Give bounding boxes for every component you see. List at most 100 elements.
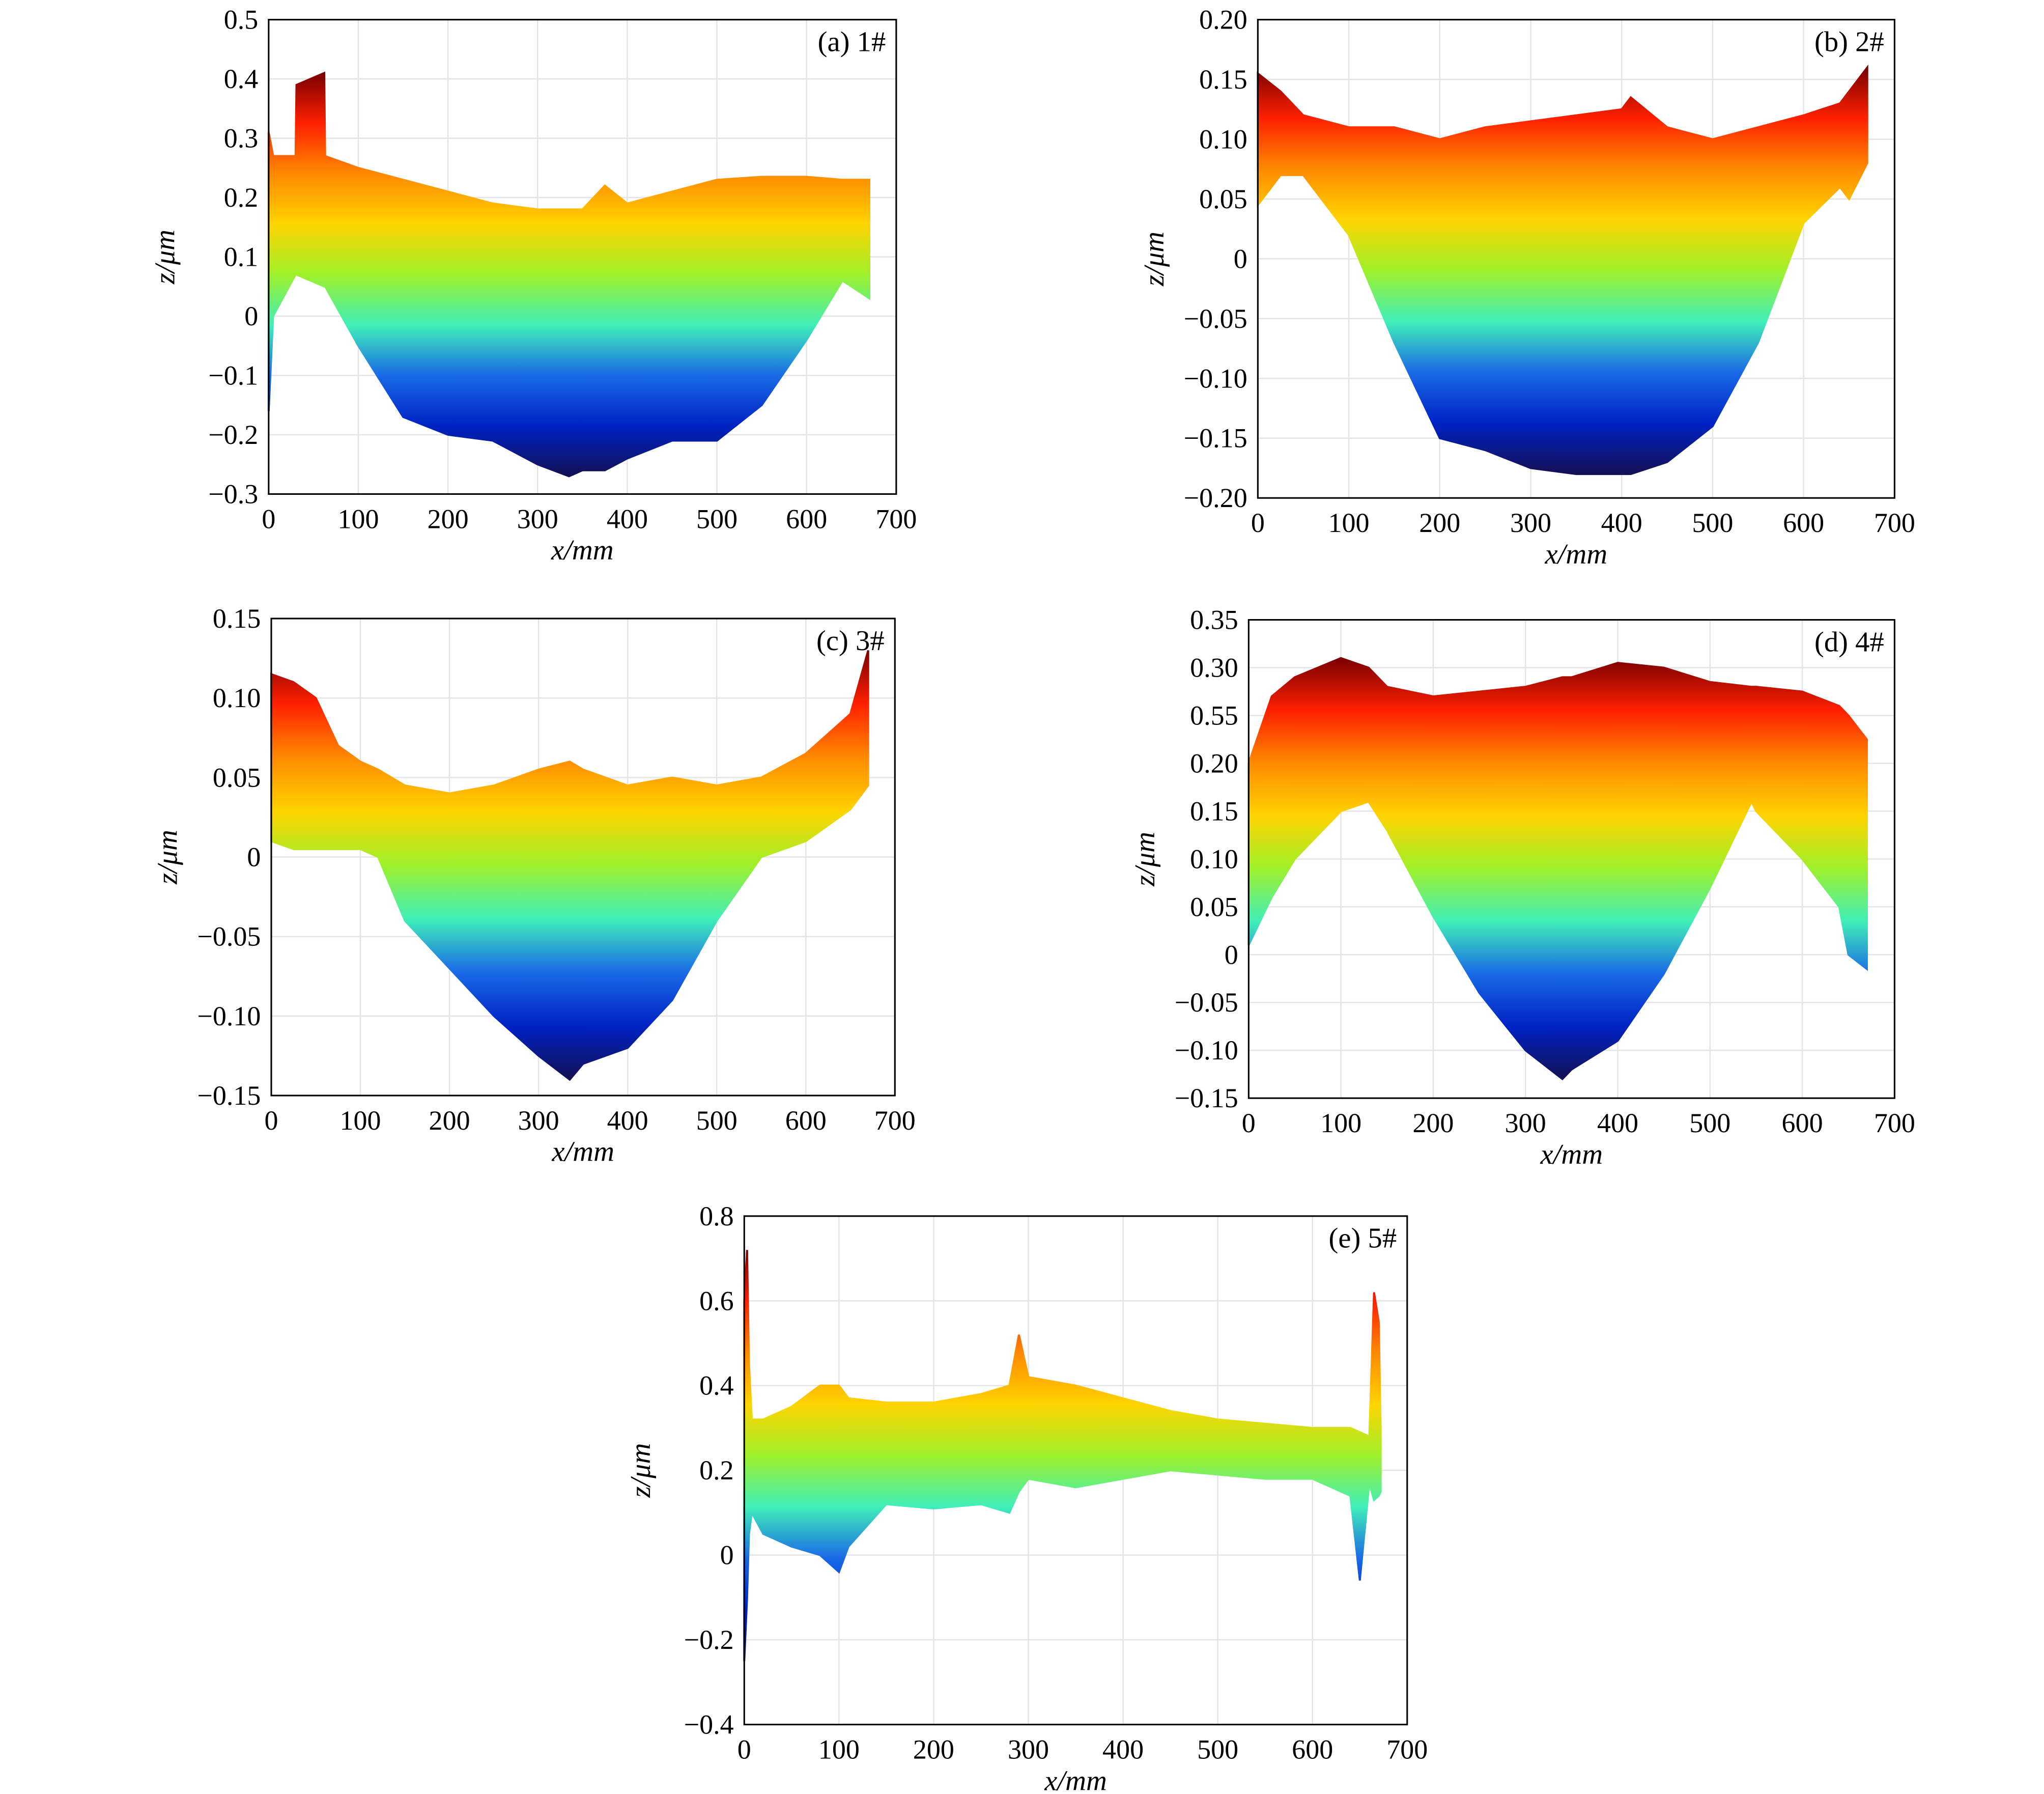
panel-annotation: (c) 3# <box>816 625 885 657</box>
y-tick-label: −0.20 <box>1184 483 1247 513</box>
y-tick-label: 0.2 <box>699 1455 734 1485</box>
x-tick-label: 500 <box>1197 1734 1238 1764</box>
y-tick-label: −0.05 <box>1184 303 1247 334</box>
x-tick-label: 700 <box>874 1105 916 1136</box>
y-tick-label: 0.05 <box>1199 184 1247 214</box>
y-tick-label: 0.30 <box>1190 653 1238 683</box>
x-tick-label: 0 <box>262 503 275 534</box>
x-tick-label: 0 <box>1251 508 1265 538</box>
x-tick-label: 500 <box>1689 1108 1730 1138</box>
x-tick-label: 300 <box>1510 508 1551 538</box>
y-tick-label: −0.10 <box>197 1001 261 1031</box>
x-tick-label: 600 <box>785 1105 827 1136</box>
x-tick-label: 400 <box>1102 1734 1144 1764</box>
x-axis-title: x/mm <box>551 1136 614 1168</box>
y-tick-label: 0 <box>1234 243 1247 274</box>
x-tick-label: 400 <box>1597 1108 1638 1138</box>
x-tick-label: 600 <box>1292 1734 1333 1764</box>
y-tick-label: 0.1 <box>224 242 259 272</box>
y-tick-label: −0.05 <box>197 921 261 952</box>
y-tick-label: 0.35 <box>1190 605 1238 635</box>
x-tick-label: 700 <box>875 503 917 534</box>
x-tick-label: 600 <box>786 503 827 534</box>
axes-frame <box>268 19 897 495</box>
y-tick-label: −0.2 <box>684 1624 734 1655</box>
x-tick-label: 100 <box>340 1105 381 1136</box>
y-tick-label: 0.4 <box>224 64 259 94</box>
x-axis-title: x/mm <box>1044 1765 1107 1794</box>
x-tick-label: 600 <box>1782 1108 1823 1138</box>
x-tick-label: 700 <box>1874 508 1915 538</box>
band-area <box>1257 64 1868 475</box>
y-tick-label: 0.5 <box>224 5 259 35</box>
axes-frame <box>270 618 896 1097</box>
y-axis-title: z/μm <box>150 230 181 285</box>
y-axis-title: z/μm <box>152 830 184 885</box>
y-axis-title: z/μm <box>1129 832 1161 887</box>
x-tick-label: 100 <box>337 503 379 534</box>
y-tick-label: 0.05 <box>1190 891 1238 922</box>
x-tick-label: 600 <box>1783 508 1824 538</box>
panel-annotation: (a) 1# <box>818 26 886 58</box>
x-tick-label: 200 <box>428 503 469 534</box>
x-tick-label: 400 <box>607 503 648 534</box>
x-tick-label: 500 <box>696 503 737 534</box>
y-tick-label: −0.10 <box>1184 363 1247 394</box>
y-tick-label: 0 <box>720 1540 734 1571</box>
x-tick-label: 500 <box>1692 508 1733 538</box>
x-tick-label: 400 <box>1601 508 1642 538</box>
x-tick-label: 100 <box>818 1734 860 1764</box>
y-tick-label: 0 <box>247 842 261 873</box>
y-tick-label: 0 <box>244 301 258 331</box>
x-tick-label: 200 <box>429 1105 470 1136</box>
y-tick-label: 0.2 <box>224 182 259 213</box>
y-tick-label: 0.10 <box>1199 124 1247 155</box>
y-tick-label: −0.3 <box>208 479 258 509</box>
y-tick-label: −0.05 <box>1175 987 1238 1018</box>
y-tick-label: 0.3 <box>224 123 259 154</box>
y-tick-label: −0.4 <box>684 1709 734 1740</box>
axes-frame <box>1257 19 1895 499</box>
axes-frame <box>1247 619 1895 1099</box>
y-tick-label: 0.8 <box>699 1201 734 1231</box>
y-tick-label: 0.15 <box>1199 64 1247 95</box>
y-tick-label: −0.15 <box>197 1080 261 1111</box>
x-tick-label: 0 <box>737 1734 751 1764</box>
x-tick-label: 0 <box>265 1105 278 1136</box>
x-tick-label: 500 <box>696 1105 737 1136</box>
band-area <box>1247 657 1868 1081</box>
x-tick-label: 300 <box>517 503 558 534</box>
y-tick-label: 0.05 <box>213 762 261 793</box>
y-tick-label: −0.15 <box>1175 1083 1238 1113</box>
x-tick-label: 200 <box>1419 508 1460 538</box>
band-area <box>743 1250 1382 1661</box>
y-tick-label: −0.1 <box>208 360 258 391</box>
x-tick-label: 100 <box>1328 508 1370 538</box>
x-tick-label: 300 <box>1008 1734 1049 1764</box>
band-area <box>270 650 869 1081</box>
y-tick-label: 0 <box>1225 939 1238 970</box>
panel-annotation: (e) 5# <box>1329 1223 1397 1254</box>
x-axis-title: x/mm <box>1545 539 1608 570</box>
y-tick-label: 0.55 <box>1190 700 1238 731</box>
x-axis-title: x/mm <box>551 535 614 566</box>
x-axis-title: x/mm <box>1540 1139 1603 1170</box>
x-tick-label: 0 <box>1242 1108 1256 1138</box>
y-tick-label: −0.2 <box>208 419 258 450</box>
x-tick-label: 300 <box>518 1105 559 1136</box>
band-area <box>267 71 870 478</box>
x-tick-label: 400 <box>607 1105 648 1136</box>
panel-annotation: (d) 4# <box>1814 626 1884 658</box>
y-tick-label: 0.15 <box>213 603 261 634</box>
y-tick-label: −0.10 <box>1175 1035 1238 1066</box>
y-axis-title: z/μm <box>1139 232 1170 287</box>
y-tick-label: 0.10 <box>1190 844 1238 874</box>
x-tick-label: 700 <box>1874 1108 1915 1138</box>
x-tick-label: 200 <box>1412 1108 1454 1138</box>
y-tick-label: 0.4 <box>699 1370 734 1401</box>
axes-frame <box>743 1215 1408 1726</box>
y-tick-label: 0.10 <box>213 683 261 713</box>
y-axis-title: z/μm <box>625 1443 657 1498</box>
x-tick-label: 200 <box>913 1734 954 1764</box>
